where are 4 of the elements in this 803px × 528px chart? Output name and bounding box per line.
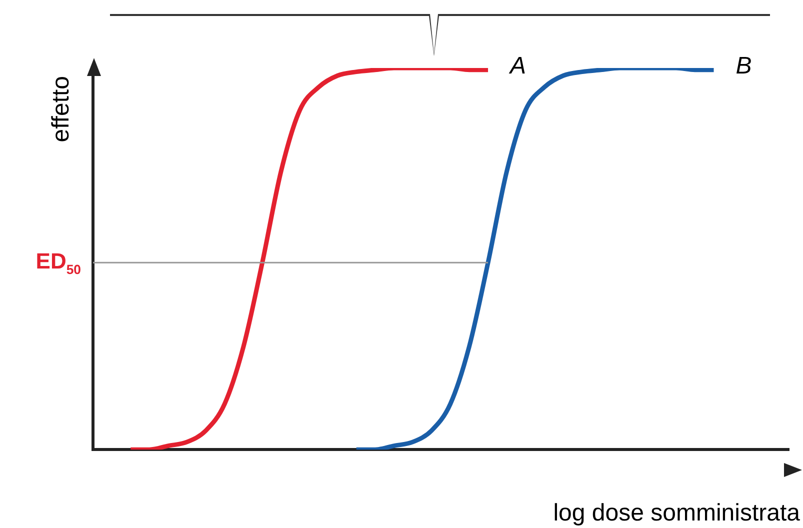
- series-label: B: [736, 52, 752, 80]
- series-label: A: [508, 52, 526, 80]
- y-axis-title: effetto: [48, 76, 75, 142]
- x-axis-title: log dose somministrata: [553, 500, 801, 527]
